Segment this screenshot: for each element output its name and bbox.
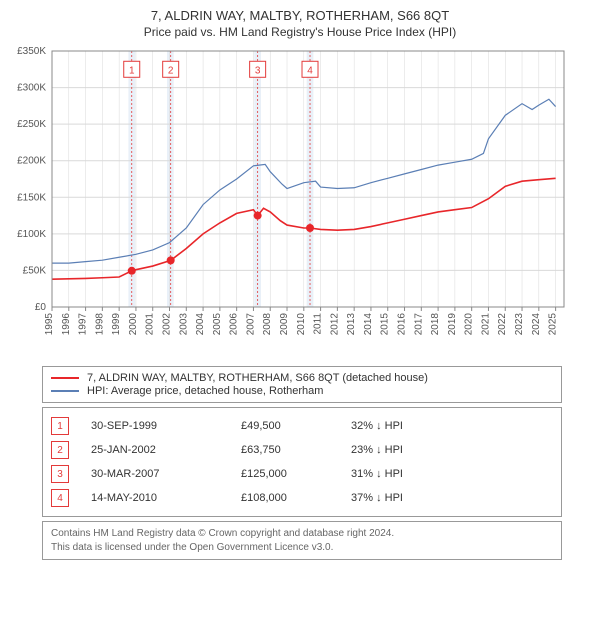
event-row: 4 14-MAY-2010£108,00037% ↓ HPI [51,486,553,510]
x-tick-label: 2023 [514,313,525,336]
event-date: 30-SEP-1999 [91,420,241,432]
x-tick-label: 2025 [548,313,559,336]
x-tick-label: 2008 [262,313,273,336]
x-tick-label: 2005 [212,313,223,336]
x-tick-label: 1997 [78,313,89,336]
y-tick-label: £0 [35,302,47,313]
x-tick-label: 1999 [111,313,122,336]
price-chart: 1 2 3 4 £0 £50K £100K £150K £200K £250K £300K £350K… [8,45,568,355]
y-tick-label: £200K [17,156,46,167]
x-tick-label: 2006 [229,313,240,336]
x-tick-label: 2004 [195,313,206,336]
x-tick-label: 2010 [296,313,307,336]
x-tick-label: 1995 [44,313,55,336]
event-price: £125,000 [241,468,351,480]
x-tick-label: 2000 [128,313,139,336]
y-tick-label: £50K [23,265,47,276]
title-main: 7, ALDRIN WAY, MALTBY, ROTHERHAM, S66 8Q… [8,8,592,23]
event-marker: 4 [51,489,69,507]
footer-line2: This data is licensed under the Open Gov… [51,541,553,555]
event-date: 30-MAR-2007 [91,468,241,480]
y-tick-label: £250K [17,119,46,130]
event-date: 25-JAN-2002 [91,444,241,456]
y-tick-label: £300K [17,83,46,94]
event-table: 1 30-SEP-1999£49,50032% ↓ HPI 2 25-JAN-2002… [42,407,562,517]
x-tick-label: 2011 [313,313,324,335]
event-marker: 2 [51,441,69,459]
chart-container: 1 2 3 4 £0 £50K £100K £150K £200K £250K £300K £350K… [8,45,592,360]
legend-label: HPI: Average price, detached house, Roth… [87,385,323,397]
event-price: £49,500 [241,420,351,432]
event-delta: 31% ↓ HPI [351,468,553,480]
title-sub: Price paid vs. HM Land Registry's House … [8,25,592,39]
event-marker-num: 4 [307,65,313,76]
x-tick-label: 1996 [61,313,72,336]
x-tick-label: 2016 [397,313,408,336]
legend-row: HPI: Average price, detached house, Roth… [51,385,553,397]
x-tick-label: 2021 [480,313,491,336]
event-delta: 37% ↓ HPI [351,492,553,504]
legend-swatch [51,390,79,392]
y-tick-label: £100K [17,229,46,240]
x-tick-label: 2024 [531,313,542,336]
y-tick-label: £150K [17,192,46,203]
x-tick-label: 2020 [464,313,475,336]
x-tick-label: 2013 [346,313,357,336]
title-block: 7, ALDRIN WAY, MALTBY, ROTHERHAM, S66 8Q… [8,8,592,39]
x-tick-label: 2002 [162,313,173,336]
x-tick-label: 2001 [145,313,156,336]
x-tick-label: 2009 [279,313,290,336]
x-tick-label: 2014 [363,313,374,336]
event-price: £108,000 [241,492,351,504]
event-delta: 32% ↓ HPI [351,420,553,432]
legend-row: 7, ALDRIN WAY, MALTBY, ROTHERHAM, S66 8Q… [51,372,553,384]
x-tick-label: 2015 [380,313,391,336]
series-dot [128,267,136,275]
event-row: 3 30-MAR-2007£125,00031% ↓ HPI [51,462,553,486]
event-marker-num: 2 [168,65,174,76]
event-price: £63,750 [241,444,351,456]
footer-line1: Contains HM Land Registry data © Crown c… [51,527,553,541]
footer: Contains HM Land Registry data © Crown c… [42,521,562,560]
legend: 7, ALDRIN WAY, MALTBY, ROTHERHAM, S66 8Q… [42,366,562,403]
event-marker: 1 [51,417,69,435]
series-dot [167,256,175,264]
x-tick-label: 2012 [329,313,340,336]
x-tick-label: 2018 [430,313,441,336]
event-date: 14-MAY-2010 [91,492,241,504]
series-dot [306,224,314,232]
y-tick-label: £350K [17,46,46,57]
x-tick-label: 2003 [178,313,189,336]
event-row: 1 30-SEP-1999£49,50032% ↓ HPI [51,414,553,438]
x-tick-label: 1998 [94,313,105,336]
x-tick-label: 2019 [447,313,458,336]
x-tick-label: 2007 [245,313,256,336]
x-tick-label: 2017 [413,313,424,336]
event-marker: 3 [51,465,69,483]
legend-swatch [51,377,79,379]
series-dot [254,212,262,220]
event-marker-num: 3 [255,65,261,76]
event-row: 2 25-JAN-2002£63,75023% ↓ HPI [51,438,553,462]
event-delta: 23% ↓ HPI [351,444,553,456]
x-tick-label: 2022 [497,313,508,336]
event-marker-num: 1 [129,65,135,76]
legend-label: 7, ALDRIN WAY, MALTBY, ROTHERHAM, S66 8Q… [87,372,428,384]
